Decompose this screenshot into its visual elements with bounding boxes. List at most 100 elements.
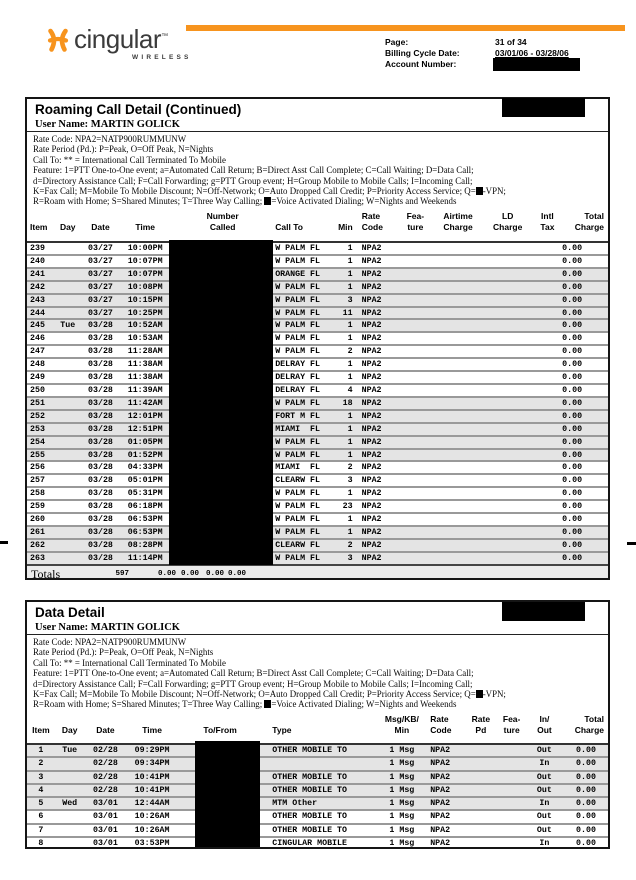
cell-min: 2	[347, 540, 353, 550]
cell-item: 4	[38, 785, 44, 795]
cell-in_out: Out	[536, 746, 552, 755]
cell-rate_code: NPA2	[361, 463, 382, 473]
cell-item: 243	[30, 295, 45, 305]
cell-in_out: Out	[536, 785, 552, 795]
cell-in_out: In	[539, 759, 550, 769]
table-row: 258 03/28 05:31PM W PALM FL 1 NPA2 0.00	[27, 486, 608, 500]
cell-item: 253	[30, 424, 45, 434]
cell-ld	[483, 333, 533, 344]
cell-day	[55, 269, 81, 280]
cell-min: 1	[347, 489, 353, 499]
column-header: Day	[59, 222, 76, 232]
cell-ld	[483, 346, 533, 357]
cell-min: 2	[347, 347, 353, 357]
cell-in_out: Out	[536, 825, 552, 835]
cell-airtime	[433, 385, 483, 396]
cell-time: 11:38AM	[127, 360, 163, 370]
table-row: 251 03/28 11:42AM W PALM FL 18 NPA2 0.00	[27, 395, 608, 409]
column-header: Total Charge	[574, 714, 604, 735]
account-number-redaction	[493, 58, 580, 71]
cell-call_to: W PALM FL	[275, 527, 320, 537]
cell-intl	[532, 295, 562, 306]
column-header: Min	[338, 222, 353, 232]
cell-rate_code: NPA2	[361, 424, 382, 434]
cell-day	[55, 514, 81, 525]
cell-total: 0.00	[562, 553, 583, 563]
cell-feature	[397, 488, 433, 499]
cell-total: 0.00	[562, 398, 583, 408]
cell-date: 03/27	[88, 256, 113, 266]
cell-day	[55, 411, 81, 422]
table-row: 2 02/28 09:34PM 1 Msg NPA2 In 0.00	[27, 756, 608, 770]
cell-feature	[496, 838, 528, 847]
cell-call_to: W PALM FL	[275, 437, 320, 447]
legend-line: Call To: ** = International Call Termina…	[33, 154, 226, 165]
cell-time: 10:41PM	[134, 772, 170, 782]
cell-ld	[483, 450, 533, 461]
cell-intl	[532, 540, 562, 551]
cell-airtime	[433, 256, 483, 267]
table-row: 5 Wed 03/01 12:44AM MTM Other 1 Msg NPA2 In 0.00	[27, 796, 608, 810]
cell-feature	[496, 785, 528, 796]
cell-feature	[397, 501, 433, 512]
cell-rate_code: NPA2	[430, 772, 451, 782]
cell-item: 247	[30, 347, 45, 357]
cell-intl	[532, 398, 562, 409]
column-header: Time	[135, 222, 156, 232]
cell-rate_code: NPA2	[361, 282, 382, 292]
cell-rate_code: NPA2	[430, 799, 451, 808]
cell-rate_code: NPA2	[361, 308, 382, 318]
cell-rate_pd	[466, 745, 496, 756]
left-registration-mark	[0, 541, 8, 544]
cell-airtime	[433, 269, 483, 280]
cell-feature	[397, 346, 433, 357]
cell-day: Tue	[60, 321, 76, 331]
cell-airtime	[433, 398, 483, 409]
cell-item: 6	[38, 812, 44, 822]
cingular-jack-icon	[47, 28, 69, 52]
cell-intl	[532, 553, 562, 564]
cell-date: 03/01	[92, 812, 118, 822]
cell-call_to: W PALM FL	[275, 347, 320, 357]
cell-date: 03/28	[88, 540, 113, 550]
cell-call_to: W PALM FL	[275, 398, 320, 408]
cell-rate_code: NPA2	[430, 759, 451, 769]
table-row: 252 03/28 12:01PM FORT M FL 1 NPA2 0.00	[27, 408, 608, 422]
cell-total: 0.00	[576, 838, 596, 848]
column-header: Rate Pd	[471, 714, 491, 735]
cell-airtime	[433, 437, 483, 448]
cell-qty: 1 Msg	[389, 825, 415, 835]
cell-type: OTHER MOBILE TO	[272, 785, 347, 795]
cell-time: 09:29PM	[134, 746, 170, 755]
cell-min: 1	[347, 424, 353, 434]
cell-time: 11:39AM	[127, 385, 163, 395]
cell-qty: 1 Msg	[389, 785, 415, 795]
cell-rate_pd	[466, 785, 496, 796]
cell-airtime	[433, 320, 483, 331]
legend-line: R=Roam with Home; S=Shared Minutes; T=Th…	[33, 699, 457, 710]
roaming-call-detail-section: Roaming Call Detail (Continued) User Nam…	[25, 97, 610, 580]
cell-rate_code: NPA2	[361, 515, 382, 525]
cell-ld	[483, 243, 533, 254]
column-header: To/From	[203, 725, 237, 735]
cell-min: 4	[347, 385, 353, 395]
cell-time: 10:26AM	[134, 812, 170, 822]
cell-airtime	[433, 450, 483, 461]
cell-day	[55, 333, 81, 344]
table-row: 255 03/28 01:52PM W PALM FL 1 NPA2 0.00	[27, 447, 608, 461]
cell-date: 03/28	[88, 476, 113, 486]
cell-call_to: DELRAY FL	[275, 360, 320, 370]
cell-intl	[532, 372, 562, 383]
cell-item: 249	[30, 373, 45, 383]
cell-item: 1	[38, 746, 44, 755]
cell-date: 03/27	[88, 269, 113, 279]
cell-total: 0.00	[576, 812, 596, 822]
cell-call_to: W PALM FL	[275, 515, 320, 525]
cell-day: Tue	[62, 746, 78, 755]
cell-item: 259	[30, 502, 45, 512]
inline-redaction-mark	[475, 186, 483, 195]
legend-line: K=Fax Call; M=Mobile To Mobile Discount;…	[33, 688, 506, 699]
cell-rate_code: NPA2	[430, 838, 451, 848]
cell-total: 0.00	[576, 746, 596, 755]
column-header: Day	[61, 725, 78, 735]
